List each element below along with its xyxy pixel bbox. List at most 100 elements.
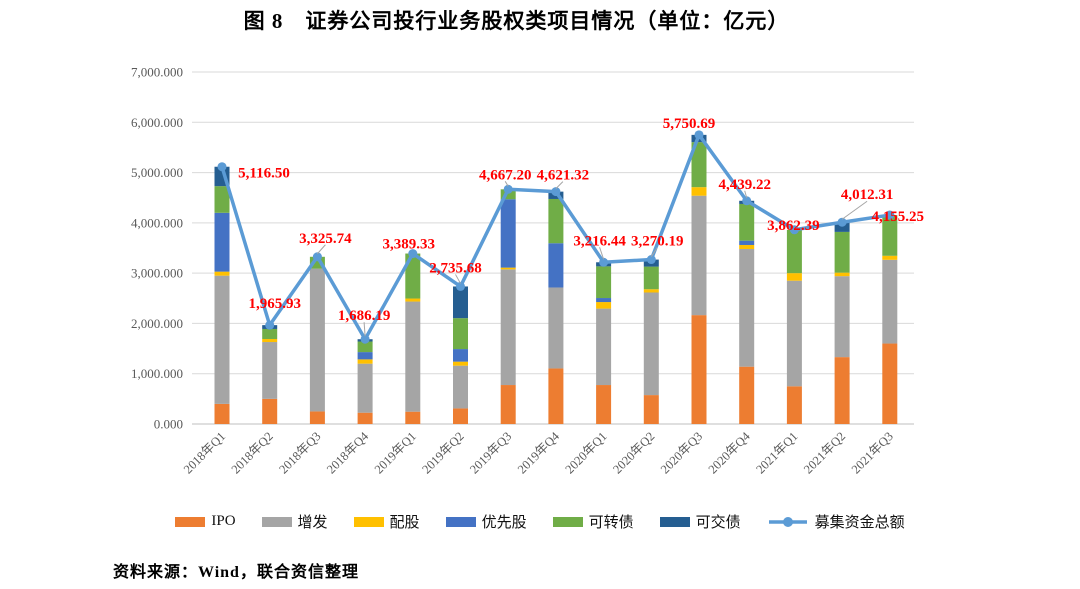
bar-segment-优先股	[596, 298, 612, 303]
y-tick-label: 4,000.000	[131, 215, 183, 230]
x-tick-label: 2019年Q1	[372, 429, 419, 476]
data-label: 3,325.74	[299, 231, 352, 247]
bar-segment-IPO	[882, 343, 898, 424]
bar-segment-IPO	[357, 412, 373, 424]
bar-segment-可转债	[786, 229, 802, 274]
bar-segment-优先股	[214, 212, 230, 272]
bar-segment-增发	[262, 342, 278, 399]
bar-segment-可转债	[405, 253, 421, 299]
bar-segment-IPO	[500, 385, 516, 424]
bar-segment-IPO	[834, 357, 850, 424]
bar-segment-优先股	[500, 199, 516, 268]
y-tick-label: 0.000	[154, 417, 183, 432]
bar-segment-可转债	[453, 318, 468, 350]
bar-segment-IPO	[596, 385, 612, 424]
bar-segment-配股	[500, 267, 516, 270]
bar-segment-配股	[691, 187, 707, 196]
bar-segment-增发	[786, 280, 802, 387]
legend-label: 可交债	[695, 515, 741, 531]
bar-segment-可转债	[834, 231, 850, 273]
legend-swatch-icon	[659, 516, 690, 527]
bar-segment-增发	[500, 269, 516, 386]
bar-segment-IPO	[405, 411, 421, 424]
x-tick-label: 2018年Q1	[181, 429, 228, 476]
bar-segment-配股	[882, 255, 898, 260]
bar-segment-配股	[262, 339, 278, 343]
line-marker	[551, 187, 561, 197]
line-marker	[789, 225, 799, 235]
bar-segment-增发	[834, 276, 850, 358]
bar-segment-增发	[453, 365, 468, 409]
source-note: 资料来源：Wind，联合资信整理	[113, 564, 359, 581]
x-tick-label: 2021年Q3	[849, 429, 896, 476]
data-label: 4,621.32	[537, 168, 590, 184]
legend-item-2: 配股	[353, 511, 420, 532]
chart-title: 图 8 证券公司投行业务股权类项目情况（单位：亿元）	[243, 9, 790, 33]
bar-segment-优先股	[739, 240, 755, 245]
bar-segment-IPO	[262, 398, 278, 424]
bar-segment-优先股	[453, 349, 468, 362]
bar-segment-配股	[405, 298, 421, 302]
y-tick-label: 3,000.000	[131, 266, 183, 281]
legend-label: 募集资金总额	[814, 515, 905, 531]
bar-segment-可转债	[500, 189, 516, 200]
label-leader-line	[363, 322, 366, 337]
line-marker	[503, 184, 513, 194]
legend-swatch-icon	[552, 516, 583, 527]
y-tick-label: 7,000.000	[131, 65, 183, 80]
data-label: 3,270.19	[631, 234, 684, 250]
chart-legend: IPO 增发 配股 优先股 可转债 可交债 募集资金总额	[0, 511, 1080, 532]
y-tick-label: 5,000.000	[131, 165, 183, 180]
bar-segment-增发	[309, 268, 325, 412]
legend-label: 增发	[297, 515, 328, 531]
bar-segment-可转债	[262, 328, 278, 340]
data-label: 4,012.31	[841, 187, 894, 203]
bar-segment-增发	[882, 259, 898, 344]
legend-item-0: IPO	[175, 513, 236, 530]
bar-segment-可转债	[691, 142, 707, 188]
bar-segment-IPO	[309, 411, 325, 424]
bar-segment-可转债	[643, 266, 659, 290]
bar-segment-配股	[214, 271, 230, 276]
x-tick-label: 2020年Q2	[610, 429, 657, 476]
bar-segment-IPO	[739, 366, 755, 424]
bar-segment-增发	[596, 308, 612, 386]
legend-item-6: 募集资金总额	[767, 511, 905, 532]
label-leader-line	[455, 274, 461, 284]
bar-segment-可转债	[739, 203, 755, 241]
x-tick-label: 2020年Q4	[706, 429, 754, 477]
line-marker	[742, 196, 752, 206]
bar-segment-可转债	[882, 215, 898, 256]
data-label: 1,965.93	[248, 296, 301, 312]
bar-segment-IPO	[214, 403, 230, 424]
bar-segment-可交债	[453, 286, 468, 319]
bar-segment-IPO	[691, 315, 707, 424]
legend-label: 配股	[389, 515, 420, 531]
legend-label: IPO	[211, 513, 236, 529]
y-tick-label: 6,000.000	[131, 115, 183, 130]
legend-swatch-icon	[261, 516, 292, 527]
line-marker	[408, 249, 418, 259]
line-marker	[694, 130, 704, 140]
bar-segment-配股	[357, 359, 373, 364]
x-tick-label: 2020年Q3	[658, 429, 705, 476]
x-tick-label: 2019年Q3	[467, 429, 514, 476]
bar-segment-增发	[548, 287, 564, 369]
x-tick-label: 2019年Q2	[419, 429, 466, 476]
bar-segment-配股	[596, 302, 612, 309]
line-marker	[265, 320, 275, 330]
line-marker	[360, 334, 370, 344]
bar-segment-增发	[214, 275, 230, 404]
line-marker	[456, 281, 465, 291]
x-tick-label: 2019年Q4	[515, 429, 563, 477]
data-label: 4,155.25	[872, 209, 925, 225]
bar-segment-配股	[643, 289, 659, 293]
line-marker	[885, 210, 895, 220]
bar-segment-可转债	[596, 266, 612, 299]
x-tick-label: 2018年Q4	[324, 429, 372, 477]
bar-segment-IPO	[643, 395, 659, 424]
x-tick-label: 2021年Q1	[753, 429, 800, 476]
bar-segment-可转债	[214, 186, 230, 213]
data-label: 3,216.44	[573, 233, 626, 249]
